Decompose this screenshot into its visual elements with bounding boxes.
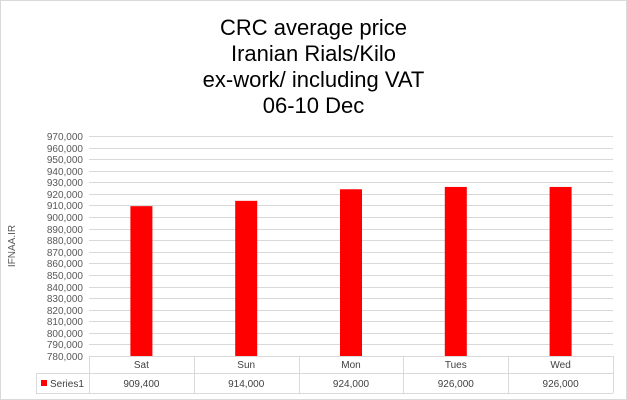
data-table-value: 926,000 (438, 379, 475, 390)
data-table-value: 914,000 (228, 379, 265, 390)
y-tick-label: 790,000 (47, 340, 84, 351)
bar (549, 186, 572, 356)
x-tick-label: Wed (550, 360, 570, 371)
bar (130, 206, 153, 356)
x-tick-label: Tues (445, 360, 467, 371)
y-tick-label: 800,000 (47, 329, 84, 340)
x-tick-label: Mon (341, 360, 360, 371)
bar (444, 186, 467, 356)
y-tick-label: 810,000 (47, 317, 84, 328)
data-table-value: 926,000 (543, 379, 580, 390)
y-tick-label: 840,000 (47, 283, 84, 294)
y-tick-label: 920,000 (47, 190, 84, 201)
x-tick-label: Sun (237, 360, 255, 371)
y-tick-label: 870,000 (47, 248, 84, 259)
x-tick-label: Sat (134, 360, 149, 371)
y-tick-label: 780,000 (47, 352, 84, 363)
y-tick-label: 930,000 (47, 178, 84, 189)
y-tick-label: 910,000 (47, 201, 84, 212)
legend-series-name: Series1 (50, 379, 84, 390)
chart-title-line-3: ex-work/ including VAT (202, 67, 425, 92)
y-tick-label: 860,000 (47, 259, 84, 270)
y-tick-label: 950,000 (47, 155, 84, 166)
bar (235, 200, 258, 356)
legend-key (41, 380, 47, 386)
y-axis-label: IFNAA.IR (7, 225, 18, 267)
y-tick-label: 850,000 (47, 271, 84, 282)
bar (340, 189, 362, 356)
chart-title-line-4: 06-10 Dec (262, 93, 365, 118)
data-table-value: 909,400 (123, 379, 160, 390)
chart-title-line-1: CRC average price (219, 15, 408, 40)
y-tick-label: 890,000 (47, 225, 84, 236)
y-tick-label: 960,000 (47, 144, 84, 155)
y-tick-label: 900,000 (47, 213, 84, 224)
y-tick-label: 880,000 (47, 236, 84, 247)
y-tick-label: 830,000 (47, 294, 84, 305)
y-tick-label: 940,000 (47, 167, 84, 178)
chart-title-line-2: Iranian Rials/Kilo (230, 41, 397, 66)
y-tick-label: 970,000 (47, 132, 84, 143)
data-table-value: 924,000 (333, 379, 370, 390)
y-tick-label: 820,000 (47, 306, 84, 317)
